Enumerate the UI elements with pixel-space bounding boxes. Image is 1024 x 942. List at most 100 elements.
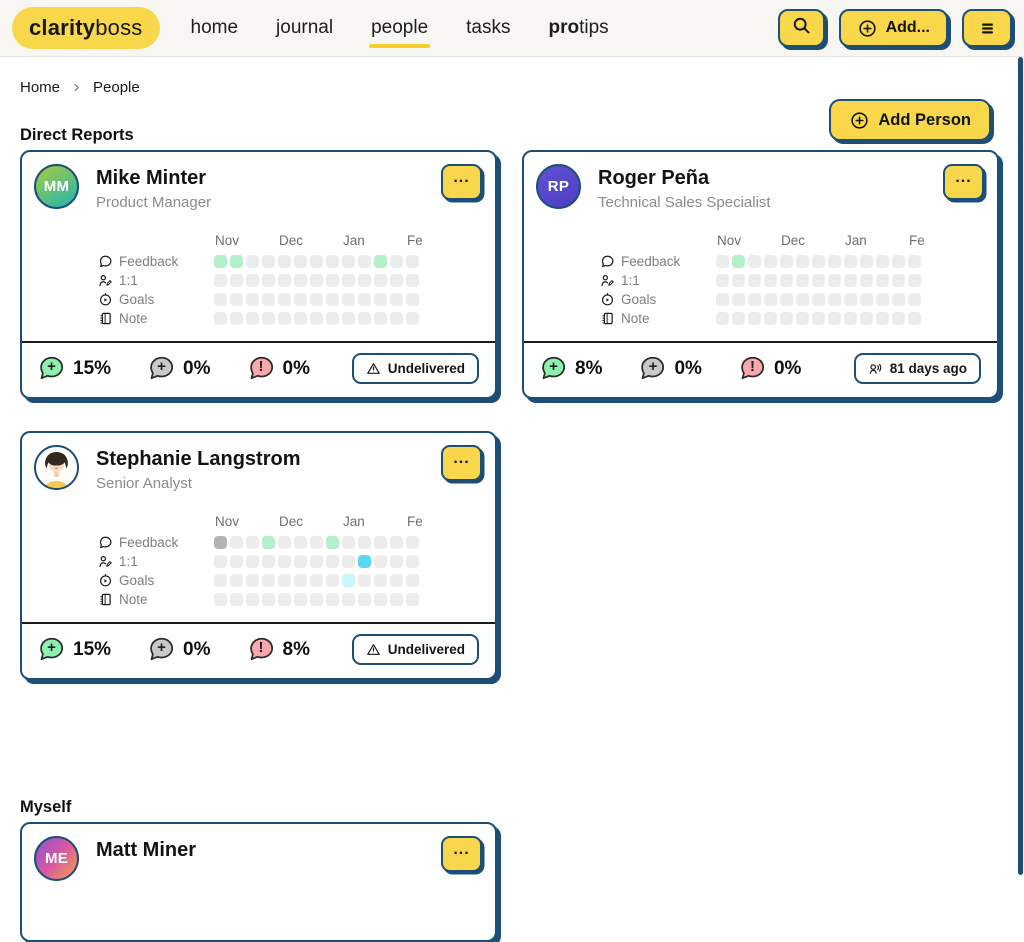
activity-row-note: Note	[98, 592, 495, 607]
activity-cell	[390, 536, 403, 549]
app-logo[interactable]: clarityboss	[12, 7, 160, 49]
nav-item-journal[interactable]: journal	[276, 17, 334, 38]
activity-cell	[278, 593, 291, 606]
activity-cell	[342, 536, 355, 549]
stat-group: +15% +0%! 0%	[38, 355, 310, 382]
card-header: Stephanie Langstrom Senior Analyst ...	[22, 433, 495, 492]
card-status-badge[interactable]: Undelivered	[351, 353, 479, 384]
activity-row-goals: Goals	[98, 573, 495, 588]
breadcrumb-item-home[interactable]: Home	[20, 79, 61, 96]
activity-cell	[716, 274, 729, 287]
card-footer: +15% +0%! 8% Undelivered	[22, 624, 495, 678]
negative-bubble-icon: !	[739, 355, 766, 382]
activity-grid: Nov Dec Jan Fe Feedback 1:1 Goals Note	[22, 492, 495, 607]
card-status-badge[interactable]: 81 days ago	[853, 353, 981, 384]
card-status-badge[interactable]: Undelivered	[351, 634, 479, 665]
hamburger-menu-button[interactable]	[962, 9, 1012, 47]
card-menu-button[interactable]: ...	[441, 164, 482, 200]
activity-cell	[278, 274, 291, 287]
activity-row-1-1: 1:1	[98, 273, 495, 288]
activity-cell	[812, 312, 825, 325]
card-menu-button[interactable]: ...	[943, 164, 984, 200]
card-menu-button[interactable]: ...	[441, 445, 482, 481]
hamburger-icon	[977, 18, 998, 39]
activity-row-header: 1:1	[98, 554, 196, 569]
activity-cell	[214, 555, 227, 568]
stat-value: 15%	[73, 638, 112, 660]
activity-cell	[342, 274, 355, 287]
content: Direct Reports MM Mike Minter Product Ma…	[20, 126, 999, 942]
positive-bubble-icon: +	[38, 636, 65, 663]
person-card-stephanie-langstrom: Stephanie Langstrom Senior Analyst ... N…	[20, 431, 497, 680]
activity-cell	[310, 593, 323, 606]
activity-cell	[780, 255, 793, 268]
activity-cell	[812, 274, 825, 287]
badge-label: 81 days ago	[889, 361, 967, 376]
month-label: Dec	[279, 233, 304, 248]
activity-cell	[828, 255, 841, 268]
card-footer: +8% +0%! 0% 81 days ago	[524, 343, 997, 397]
woman-cartoon-avatar	[34, 445, 79, 490]
activity-row-header: 1:1	[98, 273, 196, 288]
activity-cell	[876, 255, 889, 268]
activity-row-label: Feedback	[119, 254, 179, 269]
note-icon	[98, 311, 113, 326]
nav-item-protips[interactable]: protips	[548, 17, 609, 38]
activity-cells	[214, 293, 419, 306]
activity-cell	[908, 293, 921, 306]
activity-cell	[876, 293, 889, 306]
activity-cell	[230, 593, 243, 606]
activity-cell	[908, 312, 921, 325]
card-divider	[22, 622, 495, 624]
activity-row-label: 1:1	[119, 554, 138, 569]
activity-cell	[716, 255, 729, 268]
activity-cell	[230, 536, 243, 549]
card-menu-button[interactable]: ...	[441, 836, 482, 872]
activity-row-header: Note	[98, 311, 196, 326]
add-button[interactable]: Add...	[838, 9, 948, 47]
activity-cells	[214, 593, 419, 606]
activity-row-header: Goals	[98, 292, 196, 307]
card-header: MM Mike Minter Product Manager ...	[22, 152, 495, 211]
activity-cell	[892, 312, 905, 325]
nav-item-people[interactable]: people	[369, 17, 431, 48]
activity-cell	[780, 274, 793, 287]
note-icon	[98, 592, 113, 607]
activity-cell	[812, 293, 825, 306]
neutral-bubble-icon: +	[148, 355, 175, 382]
warning-icon	[366, 642, 381, 657]
feedback-icon	[98, 254, 113, 269]
activity-cell	[230, 555, 243, 568]
feedback-icon	[98, 535, 113, 550]
activity-cell	[892, 274, 905, 287]
activity-cell	[390, 555, 403, 568]
activity-cell	[828, 293, 841, 306]
one-on-one-icon	[98, 273, 113, 288]
activity-cell	[246, 593, 259, 606]
nav-item-tasks[interactable]: tasks	[466, 17, 511, 38]
stat-positive: +15%	[38, 636, 111, 663]
nav-item-home[interactable]: home	[190, 17, 239, 38]
activity-cell	[326, 312, 339, 325]
stat-value: 15%	[73, 357, 112, 379]
activity-cell	[828, 274, 841, 287]
activity-cell	[214, 593, 227, 606]
page-scrollbar-thumb[interactable]	[1018, 57, 1023, 875]
activity-row-feedback: Feedback	[600, 254, 997, 269]
activity-cell	[342, 574, 355, 587]
note-icon	[600, 311, 615, 326]
search-button[interactable]	[777, 9, 825, 47]
activity-row-goals: Goals	[98, 292, 495, 307]
activity-row-header: Feedback	[98, 535, 196, 550]
activity-cell	[358, 255, 371, 268]
person-card-roger-pe-a: RP Roger Peña Technical Sales Specialist…	[522, 150, 999, 399]
stat-value: 0%	[282, 357, 310, 379]
add-person-label: Add Person	[878, 110, 971, 129]
activity-row-label: Note	[621, 311, 650, 326]
activity-cell	[374, 312, 387, 325]
top-navbar: clarityboss home journal people tasks protip…	[0, 0, 1024, 57]
activity-cell	[214, 274, 227, 287]
person-name: Mike Minter	[96, 167, 207, 189]
breadcrumb: Home People	[20, 79, 999, 96]
add-person-button[interactable]: Add Person	[829, 99, 991, 141]
